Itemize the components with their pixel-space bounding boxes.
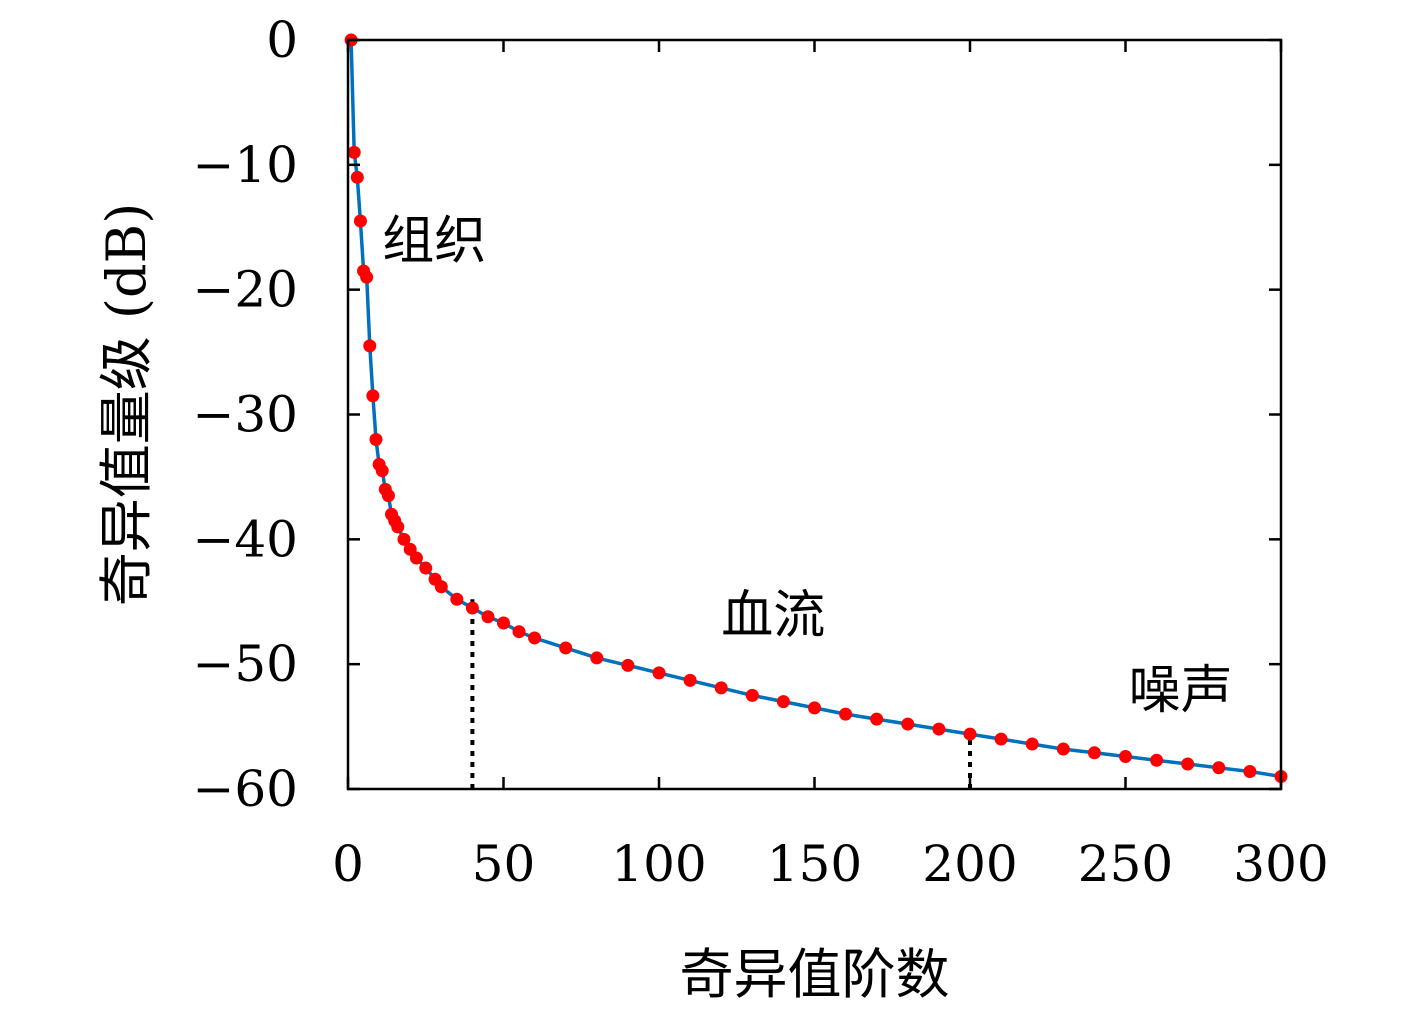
- data-marks: [344, 33, 1288, 784]
- data-point: [512, 625, 526, 639]
- axes: 0 50 100 150 200 250 300 0 −10 −20 −30 −40 −50 −60: [192, 11, 1328, 893]
- data-point: [590, 651, 604, 665]
- data-point: [870, 712, 884, 726]
- x-tick-label: 0: [332, 835, 364, 893]
- y-axis-title: 奇异值量级 (dB): [95, 203, 158, 607]
- data-point: [932, 722, 946, 736]
- y-tick-label: 0: [266, 11, 298, 69]
- data-point: [409, 551, 423, 565]
- y-tick-label: −20: [192, 261, 298, 319]
- data-point: [381, 489, 395, 503]
- y-tick-label: −60: [192, 760, 298, 818]
- data-point: [745, 688, 759, 702]
- y-tick-label: −40: [192, 510, 298, 568]
- data-point: [375, 464, 389, 478]
- data-point: [1025, 737, 1039, 751]
- x-tick-label: 150: [767, 835, 862, 893]
- data-point: [450, 592, 464, 606]
- data-point: [419, 561, 433, 575]
- region-label: 血流: [721, 586, 825, 646]
- x-axis-title: 奇异值阶数: [680, 943, 950, 1006]
- data-point: [481, 610, 495, 624]
- data-point: [1181, 757, 1195, 771]
- data-point: [621, 658, 635, 672]
- x-tick-label: 300: [1233, 835, 1328, 893]
- data-point: [1150, 753, 1164, 767]
- data-point: [901, 717, 915, 731]
- data-point: [360, 270, 374, 284]
- data-point: [528, 631, 542, 645]
- data-point: [994, 732, 1008, 746]
- data-point: [465, 601, 479, 615]
- data-point: [366, 389, 380, 403]
- data-point: [350, 170, 364, 184]
- x-tick-label: 50: [472, 835, 536, 893]
- data-point: [776, 695, 790, 709]
- data-point: [497, 616, 510, 630]
- data-point: [397, 532, 411, 546]
- region-label: 组织: [382, 211, 486, 271]
- data-point: [391, 520, 405, 534]
- plot-area: [470, 599, 972, 789]
- data-point: [652, 666, 666, 680]
- x-tick-label: 100: [611, 835, 706, 893]
- data-point: [369, 432, 383, 446]
- data-point: [808, 701, 821, 715]
- data-point: [683, 673, 697, 687]
- data-point: [1056, 742, 1070, 756]
- data-point: [1087, 746, 1101, 760]
- data-point: [434, 580, 448, 594]
- data-point: [714, 681, 728, 695]
- data-point: [559, 641, 573, 655]
- data-point: [1212, 761, 1226, 775]
- y-tick-label: −30: [192, 386, 298, 444]
- data-point: [839, 707, 853, 721]
- data-point: [353, 214, 367, 228]
- y-tick-label: −50: [192, 635, 298, 693]
- y-tick-label: −10: [192, 136, 298, 194]
- data-point: [963, 727, 977, 741]
- series-line: [349, 39, 1282, 779]
- data-point: [1243, 765, 1257, 779]
- region-label: 噪声: [1129, 661, 1233, 721]
- data-point: [363, 339, 377, 353]
- data-point: [1119, 750, 1132, 764]
- x-tick-label: 200: [922, 835, 1017, 893]
- x-tick-label: 250: [1078, 835, 1173, 893]
- data-point: [347, 145, 361, 159]
